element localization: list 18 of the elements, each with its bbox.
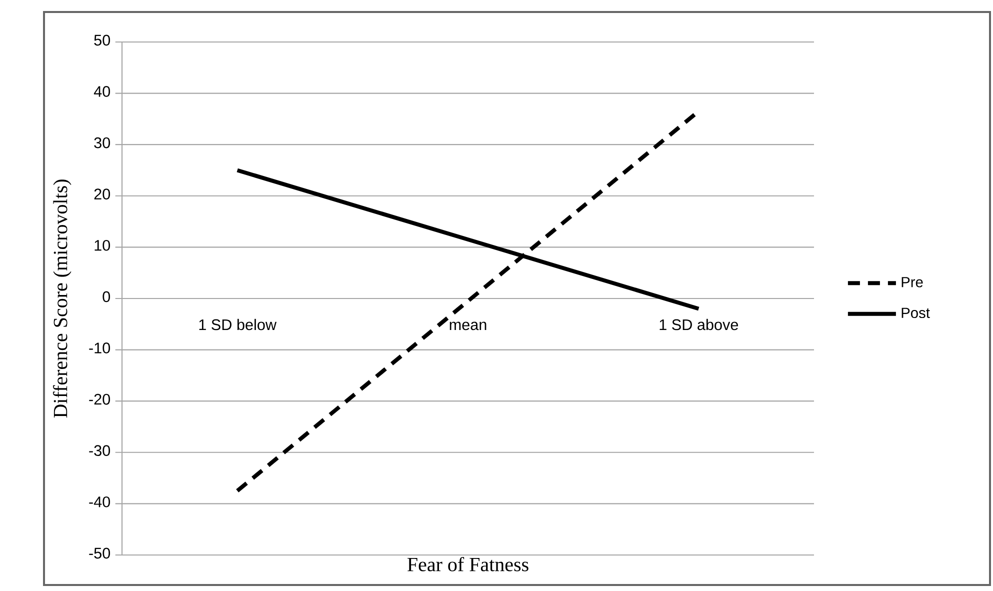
y-tick-label: 50 bbox=[94, 34, 110, 46]
y-tick-label: -20 bbox=[89, 394, 110, 405]
x-tick-label: 1 SD above bbox=[660, 318, 738, 330]
x-axis-title: Fear of Fatness bbox=[407, 557, 528, 572]
y-tick-label: -40 bbox=[89, 496, 110, 508]
y-tick-label: 30 bbox=[94, 137, 110, 148]
y-tick-label: 20 bbox=[94, 188, 110, 200]
legend-label: Post bbox=[902, 308, 930, 318]
y-tick-label: -10 bbox=[89, 342, 110, 354]
x-tick-label: mean bbox=[450, 322, 486, 330]
y-tick-label: -30 bbox=[89, 445, 110, 456]
y-tick-label: 40 bbox=[94, 86, 110, 97]
y-axis-title: Difference Score (microvolts) bbox=[52, 180, 72, 418]
x-tick-label: 1 SD below bbox=[199, 318, 277, 330]
y-tick-label: -50 bbox=[89, 548, 110, 559]
y-tick-label: 0 bbox=[102, 291, 110, 302]
legend-label: Pre bbox=[902, 277, 923, 288]
y-tick-label: 10 bbox=[94, 240, 110, 251]
